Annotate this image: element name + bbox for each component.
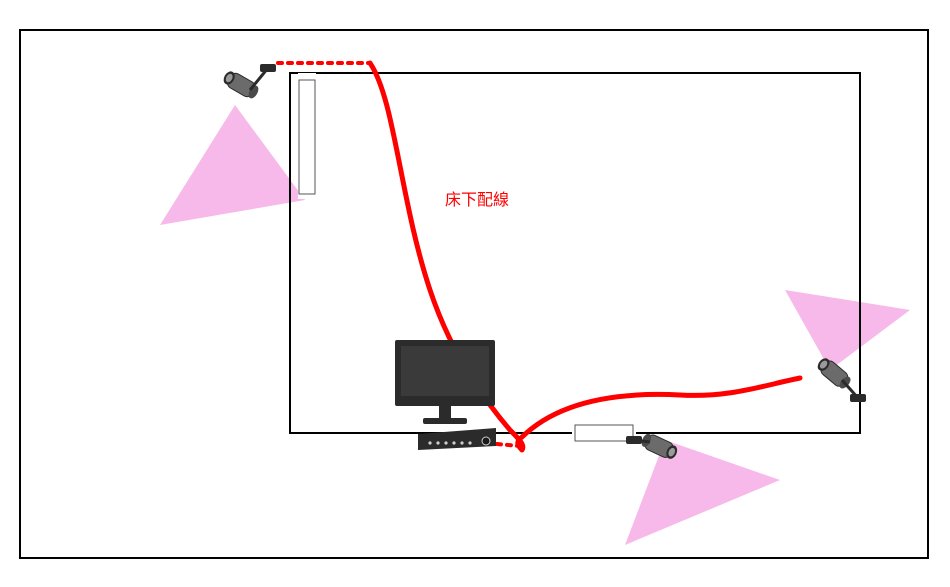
- door-outline-0: [299, 80, 315, 194]
- door-outline-1: [575, 425, 633, 441]
- cable-label: 床下配線: [445, 191, 509, 209]
- background: [0, 0, 950, 587]
- diagram-canvas: 床下配線: [0, 0, 950, 587]
